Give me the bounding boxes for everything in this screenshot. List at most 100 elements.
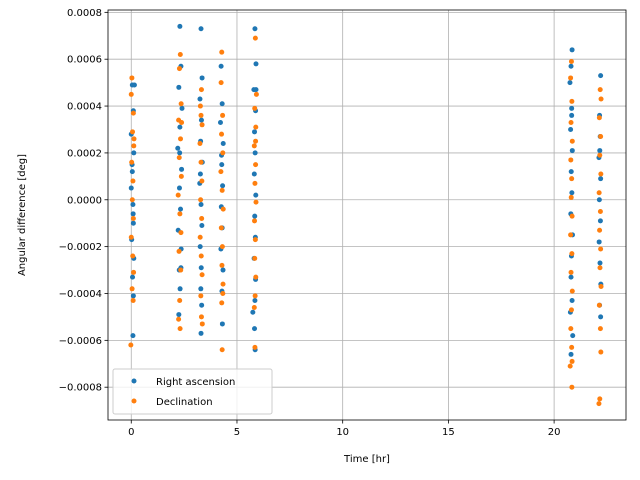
point-right-ascension: [569, 148, 575, 154]
point-declination: [253, 274, 259, 280]
point-declination: [198, 159, 204, 165]
point-declination: [568, 194, 574, 200]
point-right-ascension: [130, 211, 136, 217]
point-declination: [568, 326, 574, 332]
point-declination: [130, 129, 136, 135]
point-declination: [569, 251, 575, 257]
point-declination: [129, 286, 135, 292]
point-declination: [597, 227, 603, 233]
point-right-ascension: [176, 185, 182, 191]
legend-marker-declination: [131, 398, 137, 404]
x-tick-label: 5: [234, 427, 240, 438]
point-right-ascension: [568, 126, 574, 132]
point-right-ascension: [198, 26, 204, 32]
point-declination: [598, 246, 604, 252]
point-declination: [253, 162, 259, 168]
point-declination: [597, 396, 603, 402]
point-right-ascension: [596, 197, 602, 203]
point-declination: [569, 358, 575, 364]
point-declination: [596, 302, 602, 308]
point-declination: [568, 119, 574, 125]
point-declination: [219, 300, 225, 306]
point-declination: [131, 143, 137, 149]
point-right-ascension: [198, 330, 204, 336]
point-right-ascension: [197, 96, 203, 102]
point-right-ascension: [177, 124, 183, 130]
point-right-ascension: [252, 213, 258, 219]
point-declination: [176, 248, 182, 254]
point-declination: [598, 349, 604, 355]
x-tick-label: 10: [336, 427, 349, 438]
point-declination: [220, 290, 226, 296]
y-axis-ticks: 0.0008 0.0006 0.0004 0.0002 0.0000 −0.0002 −0.…: [59, 8, 108, 394]
point-right-ascension: [598, 176, 604, 182]
point-declination: [178, 173, 184, 179]
point-declination: [219, 187, 225, 193]
point-declination: [568, 307, 574, 313]
point-declination: [218, 225, 224, 231]
point-declination: [219, 49, 225, 55]
point-declination: [569, 344, 575, 350]
point-declination: [220, 150, 226, 156]
point-declination: [178, 267, 184, 273]
x-tick-label: 0: [128, 427, 134, 438]
point-declination: [598, 171, 604, 177]
point-declination: [252, 237, 258, 243]
x-tick-label: 15: [442, 427, 455, 438]
point-right-ascension: [218, 63, 224, 69]
point-declination: [220, 206, 226, 212]
point-declination: [220, 112, 226, 118]
y-tick-label: 0.0008: [67, 8, 102, 19]
point-declination: [568, 59, 574, 65]
point-right-ascension: [251, 171, 257, 177]
point-declination: [252, 293, 258, 299]
point-right-ascension: [569, 298, 575, 304]
point-right-ascension: [252, 298, 258, 304]
point-declination: [176, 155, 182, 161]
point-declination: [175, 192, 181, 198]
y-axis-label: Angular difference [deg]: [17, 154, 28, 276]
point-declination: [252, 255, 258, 261]
point-right-ascension: [220, 183, 226, 189]
point-declination: [176, 66, 182, 72]
point-right-ascension: [130, 274, 136, 280]
point-declination: [569, 213, 575, 219]
point-right-ascension: [179, 105, 185, 111]
point-right-ascension: [253, 192, 259, 198]
point-right-ascension: [129, 169, 135, 175]
point-right-ascension: [569, 47, 575, 53]
point-right-ascension: [131, 150, 137, 156]
point-declination: [597, 152, 603, 158]
point-declination: [220, 281, 226, 287]
point-right-ascension: [130, 293, 136, 299]
point-declination: [177, 52, 183, 58]
point-right-ascension: [177, 150, 183, 156]
y-tick-label: 0.0004: [67, 102, 102, 113]
point-right-ascension: [219, 101, 225, 107]
point-right-ascension: [567, 80, 573, 86]
point-declination: [128, 234, 134, 240]
x-axis-label: Time [hr]: [343, 454, 390, 465]
point-declination: [178, 136, 184, 142]
point-declination: [130, 216, 136, 222]
point-declination: [569, 176, 575, 182]
point-declination: [251, 143, 257, 149]
point-declination: [199, 216, 205, 222]
point-declination: [218, 169, 224, 175]
point-right-ascension: [598, 314, 604, 320]
point-right-ascension: [597, 260, 603, 266]
point-right-ascension: [597, 218, 603, 224]
point-declination: [130, 298, 136, 304]
point-right-ascension: [250, 309, 256, 315]
point-declination: [129, 197, 135, 203]
point-right-ascension: [178, 206, 184, 212]
point-declination: [177, 298, 183, 304]
point-declination: [596, 401, 602, 407]
point-right-ascension: [570, 333, 576, 339]
point-declination: [253, 124, 259, 130]
point-declination: [177, 211, 183, 217]
point-right-ascension: [198, 265, 204, 271]
point-declination: [252, 218, 258, 224]
